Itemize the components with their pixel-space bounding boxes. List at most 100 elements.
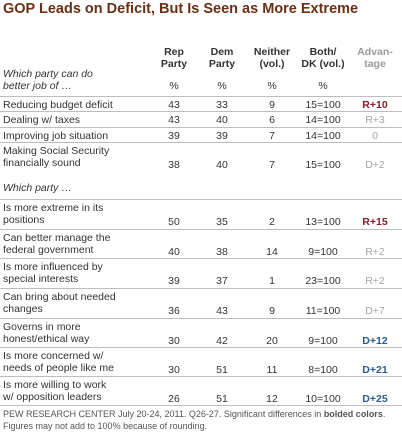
- both-dk-value: 10=100: [305, 393, 341, 405]
- neither-value: 7: [269, 130, 275, 142]
- both-dk-value: 13=100: [305, 216, 341, 228]
- advantage-value: D+25: [362, 393, 388, 405]
- row-label-line: Is more willing to work: [3, 379, 107, 391]
- row-label: Is more influenced by special interests: [3, 261, 155, 285]
- table-row: Is more influenced by special interests 39…: [0, 258, 402, 288]
- rep-value: 39: [168, 130, 180, 142]
- row-label-line: Can better manage the: [3, 232, 111, 244]
- header-advantage-line: tage: [364, 58, 386, 70]
- table-row: Governs in more honest/ethical way 30 42 20 9…: [0, 318, 402, 348]
- row-label-line: needs of people like me: [3, 362, 114, 374]
- dem-value: 38: [216, 246, 228, 258]
- row-label-line: honest/ethical way: [3, 333, 90, 345]
- dem-value: 51: [216, 393, 228, 405]
- neither-value: 14: [266, 246, 278, 258]
- advantage-value: R+10: [362, 99, 388, 111]
- advantage-value: D+21: [362, 364, 388, 376]
- footer-text-1: PEW RESEARCH CENTER July 20-24, 2011. Q2…: [3, 409, 324, 419]
- header-dem-party: Dem Party: [197, 46, 247, 70]
- section1-prompt-line2: better job of …: [3, 80, 72, 92]
- table-row: Dealing w/ taxes 43 40 6 14=100 R+3: [0, 111, 402, 127]
- header-neither-line: (vol.): [259, 58, 285, 70]
- header-neither: Neither (vol.): [247, 46, 297, 70]
- row-label: Is more concerned w/needs of people like…: [3, 350, 155, 374]
- neither-value: 1: [269, 275, 275, 287]
- footer-bold: bolded colors: [323, 409, 383, 419]
- neither-value: 7: [269, 159, 275, 171]
- advantage-value: R+3: [365, 114, 385, 126]
- row-label: Can better manage the federal government: [3, 232, 155, 256]
- table-row: Is more extreme in its positions 50 35 2 13=1…: [0, 199, 402, 229]
- dem-value: 43: [216, 305, 228, 317]
- header-advantage: Advan-tage: [350, 46, 400, 70]
- neither-value: 2: [269, 216, 275, 228]
- rep-value: 43: [168, 99, 180, 111]
- rep-value: 30: [168, 335, 180, 347]
- percent-sign: %: [267, 80, 277, 92]
- advantage-value: R+2: [365, 275, 385, 287]
- both-dk-value: 14=100: [305, 114, 341, 126]
- footer-text-2: . Figures may not add to 100% because of…: [3, 409, 386, 431]
- neither-value: 11: [266, 364, 278, 376]
- table-row: Can bring about needed changes 36 43 9 11=100…: [0, 288, 402, 318]
- percent-sign: %: [318, 80, 328, 92]
- row-label: Reducing budget deficit: [3, 99, 155, 111]
- row-label: Dealing w/ taxes: [3, 114, 155, 126]
- neither-value: 20: [266, 335, 278, 347]
- rep-value: 50: [168, 216, 180, 228]
- table-row: Improving job situation 39 39 7 14=100 0: [0, 127, 402, 143]
- rep-value: 39: [168, 275, 180, 287]
- header-rep-party-line: Party: [160, 58, 188, 70]
- row-label: Can bring about needed changes: [3, 291, 155, 315]
- section1-prompt: Which party can do better job of …: [3, 68, 153, 92]
- row-label-line: financially sound: [3, 157, 81, 169]
- row-label-line: changes: [3, 303, 43, 315]
- advantage-value: R+15: [362, 216, 388, 228]
- row-label: Is more willing to work w/ opposition lea…: [3, 379, 155, 403]
- header-both-dk-line: Both/: [309, 46, 337, 58]
- dem-value: 42: [216, 335, 228, 347]
- advantage-value: D+12: [362, 335, 388, 347]
- table-row: Can better manage the federal government 4…: [0, 229, 402, 259]
- row-label: Improving job situation: [3, 130, 155, 142]
- dem-value: 35: [216, 216, 228, 228]
- row-label: Governs in more honest/ethical way: [3, 321, 155, 345]
- dem-value: 51: [216, 364, 228, 376]
- header-advantage-line: Advan-: [357, 46, 393, 58]
- dem-value: 33: [216, 99, 228, 111]
- row-label-line: positions: [3, 214, 45, 226]
- rep-value: 26: [168, 393, 180, 405]
- rep-value: 38: [168, 159, 180, 171]
- row-label-line: Is more concerned w/: [3, 350, 104, 362]
- table-row: Is more willing to work w/ opposition lea…: [0, 376, 402, 406]
- percent-sign: %: [217, 80, 227, 92]
- both-dk-value: 9=100: [308, 246, 338, 258]
- advantage-value: D+2: [365, 159, 385, 171]
- section1-prompt-line1: Which party can do: [3, 68, 93, 80]
- advantage-value: D+7: [365, 305, 385, 317]
- row-label-line: Is more extreme in its: [3, 202, 104, 214]
- header-rep-party-line: Rep: [164, 46, 184, 58]
- header-neither-line: Neither: [253, 46, 291, 58]
- row-label-line: special interests: [3, 273, 79, 285]
- neither-value: 12: [266, 393, 278, 405]
- header-both-dk: Both/DK (vol.): [298, 46, 348, 70]
- both-dk-value: 14=100: [305, 130, 341, 142]
- dem-value: 37: [216, 275, 228, 287]
- both-dk-value: 15=100: [305, 99, 341, 111]
- rep-value: 43: [168, 114, 180, 126]
- row-label-line: Can bring about needed: [3, 291, 116, 303]
- dem-value: 39: [216, 130, 228, 142]
- advantage-value: R+2: [365, 246, 385, 258]
- row-label-line: Dealing w/ taxes: [3, 114, 81, 126]
- row-label-line: Making Social Security: [3, 145, 110, 157]
- table-bottom-rule: [0, 405, 402, 406]
- row-label-line: Improving job situation: [3, 130, 109, 142]
- dem-value: 40: [216, 159, 228, 171]
- row-label: Is more extreme in its positions: [3, 202, 155, 226]
- both-dk-value: 8=100: [308, 364, 338, 376]
- footer-note: PEW RESEARCH CENTER July 20-24, 2011. Q2…: [3, 408, 399, 432]
- rep-value: 30: [168, 364, 180, 376]
- header-dem-party-line: Party: [208, 58, 236, 70]
- row-label-line: Reducing budget deficit: [3, 99, 113, 111]
